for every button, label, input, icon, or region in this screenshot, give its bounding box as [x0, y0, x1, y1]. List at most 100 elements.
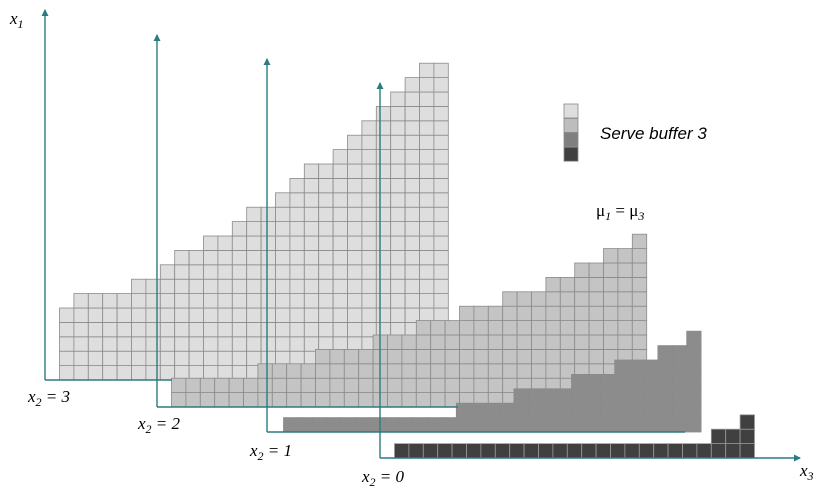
grid-cell — [375, 264, 392, 280]
grid-cell — [671, 373, 688, 390]
grid-cell — [73, 350, 89, 367]
grid-cell — [571, 417, 587, 433]
grid-cell — [473, 348, 489, 365]
grid-cell — [390, 278, 406, 295]
grid-cell — [595, 443, 611, 459]
grid-cell — [231, 249, 248, 266]
grid-cell — [387, 334, 403, 350]
grid-cell — [444, 334, 460, 350]
grid-cell — [459, 363, 475, 379]
grid-cell — [603, 276, 619, 293]
grid-cell — [332, 192, 348, 208]
grid-cell — [628, 402, 644, 419]
grid-cell — [686, 373, 702, 390]
grid-cell — [556, 402, 572, 419]
grid-cell — [332, 149, 348, 165]
grid-cell — [404, 177, 420, 194]
grid-cell — [588, 334, 604, 350]
grid-cell — [59, 307, 75, 323]
grid-cell — [527, 402, 544, 419]
grid-cell — [214, 377, 230, 394]
grid-cell — [419, 264, 435, 280]
grid-cell — [502, 348, 518, 365]
grid-cell — [102, 350, 118, 367]
grid-cell — [459, 334, 475, 350]
grid-cell — [260, 264, 276, 280]
grid-cell — [116, 350, 132, 367]
grid-cell — [430, 377, 446, 394]
grid-cell — [217, 235, 233, 251]
grid-cell — [739, 428, 755, 445]
grid-cell — [102, 321, 118, 338]
grid-cell — [390, 235, 406, 251]
grid-cell — [581, 443, 597, 459]
grid-cell — [556, 388, 572, 404]
grid-cell — [513, 388, 529, 404]
grid-cell — [275, 235, 291, 251]
grid-cell — [487, 363, 504, 379]
grid-cell — [174, 350, 190, 367]
grid-cell — [455, 402, 472, 419]
grid-cell — [231, 264, 248, 280]
grid-cell — [433, 134, 449, 150]
grid-cell — [332, 321, 348, 338]
grid-cell — [257, 392, 273, 408]
grid-cell — [246, 206, 262, 222]
grid-cell — [73, 293, 89, 309]
grid-cell — [131, 365, 147, 381]
grid-cell — [588, 276, 604, 293]
grid-cell — [631, 334, 648, 350]
grid-cell — [375, 192, 392, 208]
grid-cell — [332, 264, 348, 280]
grid-cell — [531, 291, 547, 307]
grid-cell — [531, 363, 547, 379]
grid-cell — [390, 264, 406, 280]
grid-cell — [131, 293, 147, 309]
grid-cell — [289, 177, 305, 194]
grid-cell — [527, 417, 544, 433]
grid-cell — [502, 320, 518, 336]
grid-cell — [545, 363, 561, 379]
grid-cell — [188, 264, 204, 280]
grid-cell — [116, 307, 132, 323]
grid-cell — [617, 334, 633, 350]
grid-cell — [390, 149, 406, 165]
grid-cell — [343, 363, 360, 379]
grid-cell — [631, 233, 648, 249]
grid-cell — [318, 249, 334, 266]
grid-cell — [401, 392, 417, 408]
grid-cell — [516, 363, 532, 379]
grid-cell — [566, 443, 583, 459]
grid-cell — [603, 320, 619, 336]
grid-cell — [185, 392, 201, 408]
grid-cell — [487, 320, 504, 336]
grid-cell — [404, 106, 420, 122]
grid-cell — [390, 206, 406, 222]
grid-cell — [419, 163, 435, 179]
grid-cell — [347, 249, 363, 266]
grid-cell — [487, 348, 504, 365]
grid-cell — [401, 348, 417, 365]
grid-cell — [271, 377, 288, 394]
grid-cell — [430, 392, 446, 408]
grid-cell — [603, 262, 619, 278]
grid-cell — [588, 348, 604, 365]
grid-cell — [375, 221, 392, 237]
grid-cell — [289, 278, 305, 295]
grid-cell — [516, 334, 532, 350]
grid-cell — [437, 443, 453, 459]
grid-cell — [643, 388, 659, 404]
grid-cell — [347, 134, 363, 150]
grid-cell — [509, 443, 525, 459]
grid-cell — [585, 417, 601, 433]
grid-cell — [614, 359, 630, 375]
grid-cell — [487, 377, 504, 394]
grid-cell — [73, 307, 89, 323]
grid-cell — [369, 417, 385, 433]
grid-cell — [303, 307, 320, 323]
slice-label-x2-3: x2 = 3 — [27, 387, 70, 409]
grid-cell — [228, 377, 244, 394]
grid-cell — [419, 206, 435, 222]
grid-cell — [188, 293, 204, 309]
